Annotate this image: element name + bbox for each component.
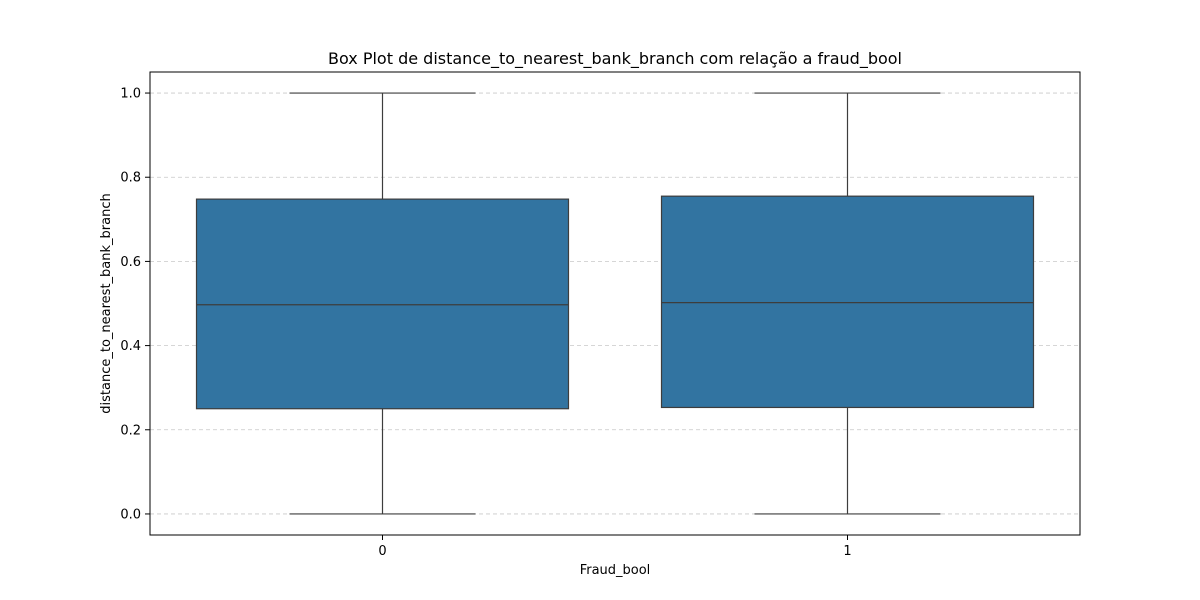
y-ticks: 0.0 0.2 0.4 0.6 0.8 1.0 <box>120 87 150 522</box>
box-iqr <box>660 195 1035 409</box>
y-tick-label: 1.0 <box>120 87 141 102</box>
box-iqr <box>195 198 570 410</box>
y-tick-label: 0.8 <box>120 171 141 186</box>
x-tick-label: 0 <box>378 544 386 559</box>
y-tick-label: 0.0 <box>120 507 141 522</box>
chart-title: Box Plot de distance_to_nearest_bank_bra… <box>328 49 902 69</box>
box-0 <box>195 92 570 515</box>
boxes <box>195 92 1035 515</box>
y-tick-label: 0.4 <box>120 339 141 354</box>
x-tick-label: 1 <box>843 544 851 559</box>
box-1 <box>660 92 1035 515</box>
y-axis-label: distance_to_nearest_bank_branch <box>99 193 114 413</box>
y-tick-label: 0.2 <box>120 423 141 438</box>
y-tick-label: 0.6 <box>120 255 141 270</box>
x-axis-label: Fraud_bool <box>580 563 651 578</box>
plot-frame <box>149 71 1081 536</box>
